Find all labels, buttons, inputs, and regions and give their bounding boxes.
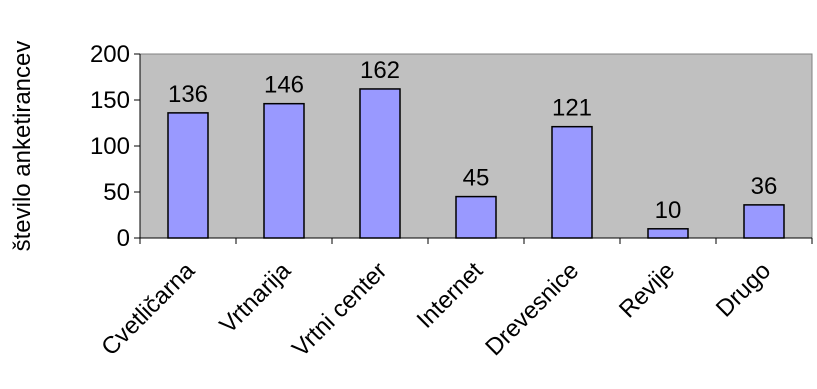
x-tick-label: Drugo — [711, 257, 776, 322]
x-tick-label: Internet — [412, 257, 489, 334]
data-label: 36 — [751, 173, 778, 200]
bar-vrtni-center — [359, 88, 401, 239]
x-tick-label: Revije — [614, 257, 680, 323]
y-tick-label: 100 — [90, 133, 130, 160]
bars — [167, 88, 785, 239]
y-tick-label: 200 — [90, 41, 130, 68]
y-axis-label: število anketirancev — [9, 41, 36, 252]
data-label: 10 — [655, 197, 682, 224]
x-tick-label: Vrtni center — [287, 257, 392, 362]
y-tick-label: 50 — [103, 179, 130, 206]
bar-drevesnice — [551, 125, 593, 239]
x-axis — [139, 237, 813, 244]
x-tick-label: Cvetličarna — [96, 257, 200, 361]
data-label: 45 — [463, 165, 490, 192]
data-label: 146 — [264, 72, 304, 99]
y-axis: 0 50 100 150 200 — [90, 41, 141, 252]
bar-cvetličarna — [167, 112, 209, 239]
bar-revije — [647, 228, 689, 239]
bar-vrtnarija — [263, 102, 305, 239]
data-label: 121 — [552, 95, 592, 122]
x-tick-label: Vrtnarija — [215, 257, 297, 339]
y-tick-label: 0 — [117, 225, 130, 252]
data-label: 162 — [360, 57, 400, 84]
bar-drugo — [743, 204, 785, 239]
bar-internet — [455, 195, 497, 239]
y-tick-label: 150 — [90, 87, 130, 114]
x-tick-label: Drevesnice — [480, 257, 584, 361]
value-labels: 136 146 162 45 121 10 36 — [168, 57, 777, 224]
data-label: 136 — [168, 81, 208, 108]
